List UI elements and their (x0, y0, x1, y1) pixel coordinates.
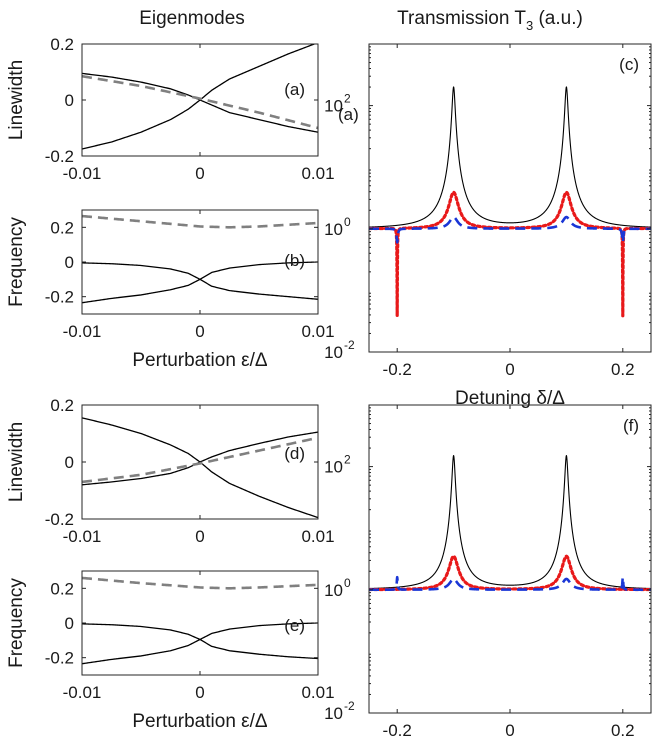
y-tick-label-c-0: 10 (324, 343, 343, 362)
series-d-mode-1 (82, 417, 318, 519)
plot-area-b (82, 214, 318, 304)
right-title-suffix: (a.u.) (533, 8, 583, 29)
y-tick-label-f-0: 10 (324, 704, 343, 723)
plot-area-c (369, 86, 651, 318)
y-tick-exponent-f-1: 0 (344, 576, 351, 590)
x-tick-label-a-1: 0 (195, 164, 204, 183)
y-tick-label-c-2: 10 (324, 97, 343, 116)
panel-label-b: (b) (284, 251, 305, 270)
x-tick-label-b-2: 0.01 (301, 322, 334, 341)
y-tick-label-d-0: -0.2 (45, 510, 74, 529)
left-title: Eigenmodes (139, 8, 245, 29)
x-tick-label-e-0: -0.01 (63, 683, 102, 702)
x-tick-label-d-1: 0 (195, 527, 204, 546)
x-tick-label-f-0: -0.2 (383, 721, 412, 740)
panel-label-d: (d) (284, 444, 305, 463)
x-tick-label-d-2: 0.01 (301, 527, 334, 546)
panel-label-a: (a) (284, 80, 305, 99)
y-tick-label-d-1: 0 (65, 453, 74, 472)
x-tick-label-e-1: 0 (195, 683, 204, 702)
series-c-red-dotted (369, 190, 651, 318)
series-d-mode-2 (82, 431, 318, 486)
panel-a: -0.01 0 0.01 -0.2 0 0.2 Linewidth (a) (6, 35, 335, 183)
series-e-mode-2 (82, 638, 318, 665)
right-title-prefix: Transmission T (397, 8, 526, 29)
right-title: Transmission T3 (a.u.) (397, 8, 583, 33)
y-axis-label-e: Frequency (6, 578, 27, 668)
panel-e: -0.01 0 0.01 -0.2 0 0.2 Frequency Perturbation … (6, 570, 335, 732)
x-axis-label-e: Perturbation ε/Δ (132, 711, 268, 732)
x-tick-label-a-0: -0.01 (63, 164, 102, 183)
y-tick-label-a-1: 0 (65, 91, 74, 110)
x-tick-label-d-0: -0.01 (63, 527, 102, 546)
right-title-subscript: 3 (526, 18, 533, 33)
y-axis-label-a: Linewidth (6, 60, 27, 140)
y-tick-exponent-c-1: 0 (344, 215, 351, 229)
x-tick-label-f-2: 0.2 (611, 721, 635, 740)
series-c-blue-dashed (369, 215, 651, 244)
panel-label-e: (e) (284, 616, 305, 635)
x-tick-label-b-0: -0.01 (63, 322, 102, 341)
series-a-mode-3 (82, 74, 318, 130)
series-e-mode-3 (82, 576, 318, 590)
x-tick-label-a-2: 0.01 (301, 164, 334, 183)
y-axis-label-b: Frequency (6, 217, 27, 307)
series-a-mode-2 (82, 99, 318, 150)
panel-label-f: (f) (623, 416, 639, 435)
series-d-mode-3 (82, 436, 318, 484)
panels: -0.01 0 0.01 -0.2 0 0.2 Linewidth (a) -0.01 0 0.01… (6, 35, 652, 740)
y-tick-label-b-1: 0 (65, 253, 74, 272)
series-f-red-dotted (369, 554, 651, 592)
y-tick-label-a-2: 0.2 (50, 35, 74, 54)
x-tick-label-c-0: -0.2 (383, 360, 412, 379)
y-tick-label-e-2: 0.2 (50, 579, 74, 598)
stray-label-c: (a) (338, 105, 359, 124)
series-b-mode-2 (82, 278, 318, 304)
y-tick-label-b-0: -0.2 (45, 288, 74, 307)
y-tick-label-a-0: -0.2 (45, 147, 74, 166)
series-b-mode-1 (82, 261, 318, 280)
y-tick-label-e-0: -0.2 (45, 649, 74, 668)
x-axis-label-b: Perturbation ε/Δ (132, 350, 268, 371)
plot-area-d (82, 417, 318, 519)
y-tick-exponent-f-2: 2 (344, 453, 351, 467)
y-tick-label-c-1: 10 (324, 220, 343, 239)
axes-box-f (368, 404, 652, 714)
axes-box-c (368, 43, 652, 353)
series-e-mode-1 (82, 622, 318, 641)
panel-b: -0.01 0 0.01 -0.2 0 0.2 Frequency Perturbation … (6, 209, 335, 371)
series-a-mode-1 (82, 44, 317, 101)
x-tick-label-e-2: 0.01 (301, 683, 334, 702)
y-tick-label-e-1: 0 (65, 614, 74, 633)
x-tick-label-c-2: 0.2 (611, 360, 635, 379)
series-f-blue-dashed (369, 575, 651, 592)
y-tick-label-b-2: 0.2 (50, 218, 74, 237)
x-tick-label-b-1: 0 (195, 322, 204, 341)
y-tick-exponent-c-2: 2 (344, 92, 351, 106)
x-tick-label-f-1: 0 (505, 721, 514, 740)
x-axis-label-c: Detuning δ/Δ (455, 388, 565, 409)
y-tick-label-d-2: 0.2 (50, 396, 74, 415)
y-tick-label-f-1: 10 (324, 581, 343, 600)
y-axis-label-d: Linewidth (6, 422, 27, 502)
y-tick-exponent-c-0: -2 (344, 338, 355, 352)
plot-area-a (82, 44, 318, 150)
x-tick-label-c-1: 0 (505, 360, 514, 379)
series-c-black-solid (369, 86, 651, 228)
plot-area-e (82, 576, 318, 665)
plot-area-f (369, 455, 651, 592)
series-f-black-solid (369, 455, 651, 590)
y-tick-label-f-2: 10 (324, 458, 343, 477)
panel-label-c: (c) (619, 55, 639, 74)
panel-d: -0.01 0 0.01 -0.2 0 0.2 Linewidth (d) (6, 396, 335, 546)
y-tick-exponent-f-0: -2 (344, 699, 355, 713)
series-b-mode-3 (82, 214, 318, 229)
